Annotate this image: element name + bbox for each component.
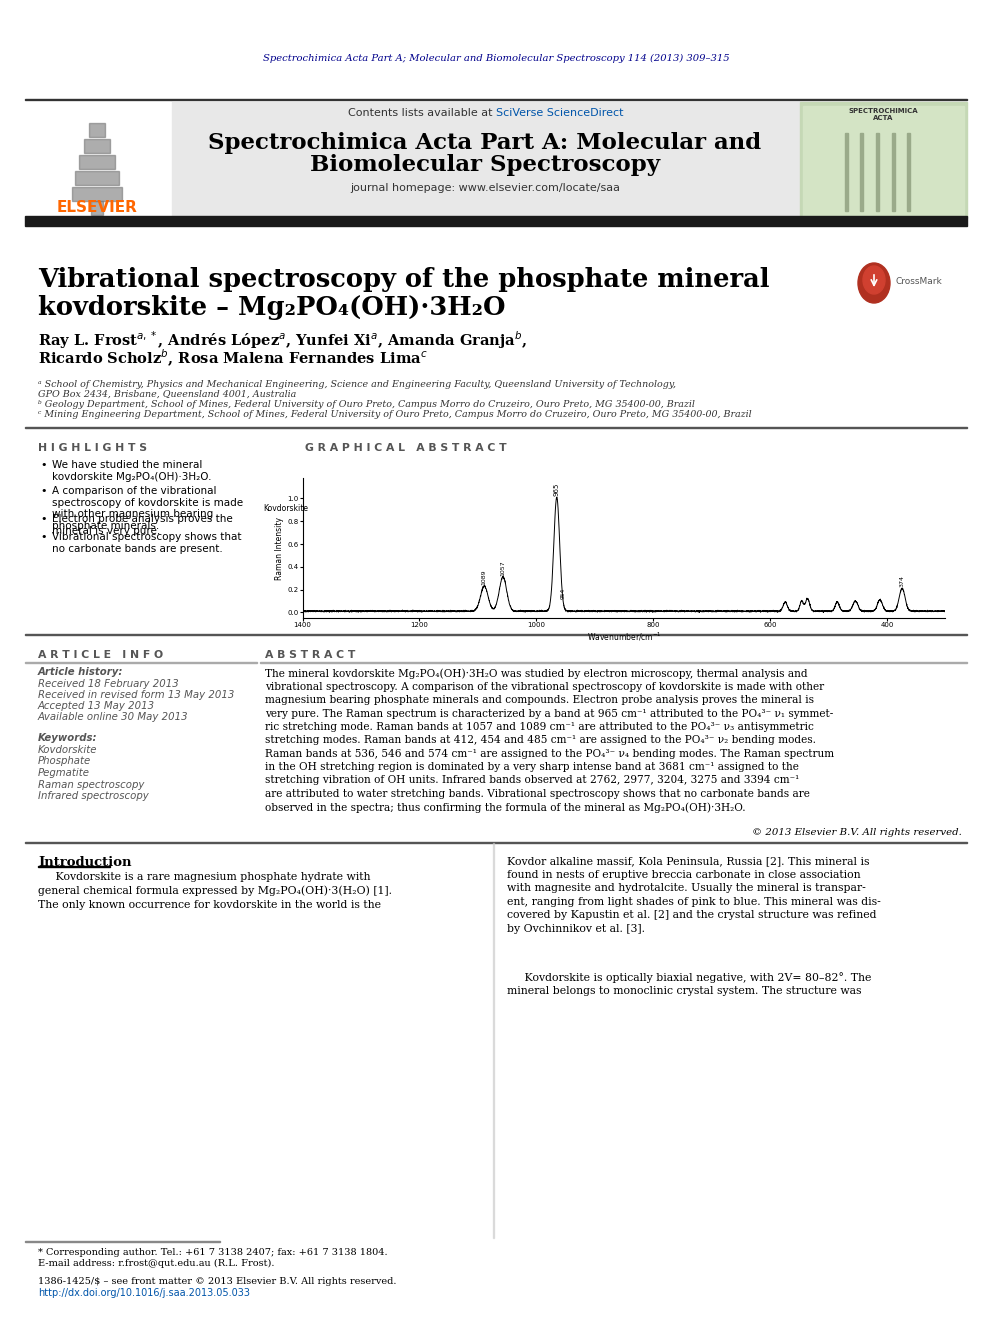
Text: ELSEVIER: ELSEVIER (57, 200, 138, 214)
Text: G R A P H I C A L   A B S T R A C T: G R A P H I C A L A B S T R A C T (305, 443, 507, 452)
Bar (79, 155, 115, 169)
Text: •: • (40, 532, 47, 542)
Text: Available online 30 May 2013: Available online 30 May 2013 (38, 712, 188, 722)
Text: Received 18 February 2013: Received 18 February 2013 (38, 679, 179, 689)
Text: We have studied the mineral
kovdorskite Mg₂PO₄(OH)·3H₂O.: We have studied the mineral kovdorskite … (52, 460, 211, 482)
Text: 374: 374 (900, 576, 905, 587)
Text: Kovdorskite: Kovdorskite (264, 504, 309, 513)
Text: Kovdorskite: Kovdorskite (38, 745, 97, 755)
Text: Ray L. Frost$^{a,*}$, Andrés López$^{a}$, Yunfei Xi$^{a}$, Amanda Granja$^{b}$,: Ray L. Frost$^{a,*}$, Andrés López$^{a}$… (38, 329, 527, 351)
Text: CrossMark: CrossMark (896, 278, 942, 287)
Text: H I G H L I G H T S: H I G H L I G H T S (38, 443, 147, 452)
Text: Biomolecular Spectroscopy: Biomolecular Spectroscopy (310, 153, 660, 176)
Text: 954: 954 (560, 587, 565, 598)
Bar (91, 201, 103, 216)
Text: Article history:: Article history: (38, 667, 123, 677)
Text: A B S T R A C T: A B S T R A C T (265, 650, 355, 660)
Text: Keywords:: Keywords: (38, 733, 97, 744)
Text: * Corresponding author. Tel.: +61 7 3138 2407; fax: +61 7 3138 1804.: * Corresponding author. Tel.: +61 7 3138… (38, 1248, 388, 1257)
Text: ᵇ Geology Department, School of Mines, Federal University of Ouro Preto, Campus : ᵇ Geology Department, School of Mines, F… (38, 400, 694, 409)
Bar (84, 139, 110, 153)
Text: •: • (40, 460, 47, 470)
Text: Spectrochimica Acta Part A; Molecular and Biomolecular Spectroscopy 114 (2013) 3: Spectrochimica Acta Part A; Molecular an… (263, 53, 729, 62)
Text: 1089: 1089 (482, 569, 487, 585)
X-axis label: Wavenumber/cm$^{-1}$: Wavenumber/cm$^{-1}$ (586, 631, 662, 643)
Y-axis label: Raman Intensity: Raman Intensity (276, 516, 285, 579)
Bar (172, 102, 799, 218)
Ellipse shape (858, 263, 890, 303)
Text: E-mail address: r.frost@qut.edu.au (R.L. Frost).: E-mail address: r.frost@qut.edu.au (R.L.… (38, 1259, 275, 1269)
Text: Accepted 13 May 2013: Accepted 13 May 2013 (38, 701, 155, 710)
Text: Kovdorskite is optically biaxial negative, with 2V= 80–82°. The
mineral belongs : Kovdorskite is optically biaxial negativ… (507, 972, 871, 996)
Text: 1057: 1057 (501, 560, 506, 576)
Bar (72, 187, 122, 201)
Text: •: • (40, 515, 47, 524)
Text: 965: 965 (554, 483, 559, 496)
Text: Received in revised form 13 May 2013: Received in revised form 13 May 2013 (38, 691, 234, 700)
Bar (907, 134, 910, 210)
Bar (892, 134, 895, 210)
Text: Vibrational spectroscopy shows that
no carbonate bands are present.: Vibrational spectroscopy shows that no c… (52, 532, 241, 553)
Text: http://dx.doi.org/10.1016/j.saa.2013.05.033: http://dx.doi.org/10.1016/j.saa.2013.05.… (38, 1289, 250, 1298)
Bar (845, 134, 847, 210)
Text: Vibrational spectroscopy of the phosphate mineral: Vibrational spectroscopy of the phosphat… (38, 267, 770, 292)
Bar (493, 843, 494, 1238)
Text: The mineral kovdorskite Mg₂PO₄(OH)·3H₂O was studied by electron microscopy, ther: The mineral kovdorskite Mg₂PO₄(OH)·3H₂O … (265, 668, 834, 812)
Text: ᵃ School of Chemistry, Physics and Mechanical Engineering, Science and Engineeri: ᵃ School of Chemistry, Physics and Mecha… (38, 380, 676, 389)
Text: Infrared spectroscopy: Infrared spectroscopy (38, 791, 149, 800)
Text: ᶜ Mining Engineering Department, School of Mines, Federal University of Ouro Pre: ᶜ Mining Engineering Department, School … (38, 410, 752, 419)
Bar (800, 102, 967, 218)
Text: Spectrochimica Acta Part A: Molecular and: Spectrochimica Acta Part A: Molecular an… (208, 132, 762, 153)
Bar (25, 98, 967, 101)
Text: Phosphate: Phosphate (38, 757, 91, 766)
Bar (75, 171, 119, 185)
Text: Ricardo Scholz$^{b}$, Rosa Malena Fernandes Lima$^{c}$: Ricardo Scholz$^{b}$, Rosa Malena Fernan… (38, 348, 428, 369)
Bar (803, 106, 964, 216)
Text: Kovdorskite is a rare magnesium phosphate hydrate with
general chemical formula : Kovdorskite is a rare magnesium phosphat… (38, 872, 392, 910)
Text: A R T I C L E   I N F O: A R T I C L E I N F O (38, 650, 163, 660)
Text: Introduction: Introduction (38, 856, 132, 869)
Text: 1386-1425/$ – see front matter © 2013 Elsevier B.V. All rights reserved.: 1386-1425/$ – see front matter © 2013 El… (38, 1277, 397, 1286)
Text: Electron probe analysis proves the
mineral is very pure.: Electron probe analysis proves the miner… (52, 515, 233, 536)
Text: journal homepage: www.elsevier.com/locate/saa: journal homepage: www.elsevier.com/locat… (350, 183, 620, 193)
Text: Raman spectroscopy: Raman spectroscopy (38, 779, 145, 790)
Text: © 2013 Elsevier B.V. All rights reserved.: © 2013 Elsevier B.V. All rights reserved… (752, 828, 962, 837)
Text: Kovdor alkaline massif, Kola Peninsula, Russia [2]. This mineral is
found in nes: Kovdor alkaline massif, Kola Peninsula, … (507, 856, 881, 934)
Text: GPO Box 2434, Brisbane, Queensland 4001, Australia: GPO Box 2434, Brisbane, Queensland 4001,… (38, 390, 297, 400)
Text: kovdorskite – Mg₂PO₄(OH)·3H₂O: kovdorskite – Mg₂PO₄(OH)·3H₂O (38, 295, 506, 320)
Bar (876, 134, 879, 210)
Bar (25, 216, 967, 226)
Bar (860, 134, 862, 210)
Ellipse shape (863, 266, 885, 294)
Text: Pegmatite: Pegmatite (38, 767, 90, 778)
Text: A comparison of the vibrational
spectroscopy of kovdorskite is made
with other m: A comparison of the vibrational spectros… (52, 486, 243, 531)
Text: SciVerse ScienceDirect: SciVerse ScienceDirect (496, 108, 624, 118)
Bar (25, 102, 170, 218)
Bar (89, 123, 105, 138)
Text: Contents lists available at: Contents lists available at (348, 108, 496, 118)
Text: SPECTROCHIMICA
ACTA: SPECTROCHIMICA ACTA (848, 108, 918, 120)
Text: •: • (40, 486, 47, 496)
